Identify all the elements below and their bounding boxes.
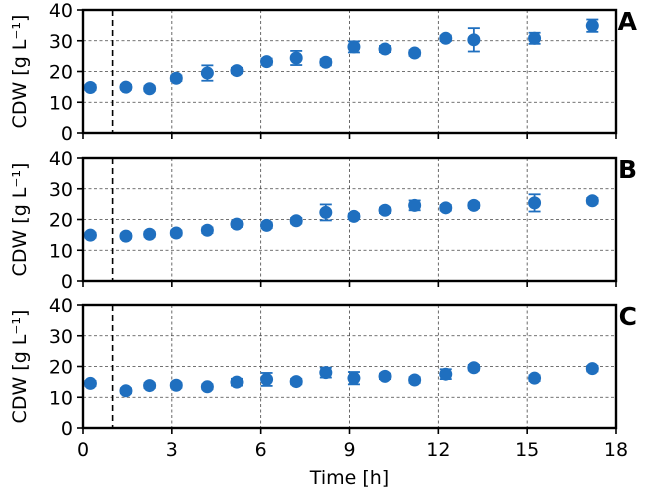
data-point [439, 31, 453, 45]
y-axis-title: CDW [g L⁻¹] [9, 15, 31, 129]
data-point [347, 40, 361, 54]
x-tick-label: 18 [604, 439, 628, 461]
data-point [169, 226, 183, 240]
y-tick-label: 0 [61, 418, 73, 440]
data-point [260, 55, 274, 69]
data-point [289, 375, 303, 389]
data-point [119, 229, 133, 243]
data-point [378, 203, 392, 217]
x-tick-label: 6 [255, 439, 267, 461]
data-point [143, 227, 157, 241]
data-point [439, 201, 453, 215]
data-point [347, 371, 361, 385]
panel-label: C [619, 302, 637, 331]
data-point [143, 379, 157, 393]
panel-label: A [618, 7, 638, 36]
data-point [230, 217, 244, 231]
data-point [378, 42, 392, 56]
data-point [230, 375, 244, 389]
data-point [467, 33, 481, 47]
x-tick-label: 15 [515, 439, 539, 461]
y-tick-label: 0 [61, 271, 73, 293]
data-point [169, 378, 183, 392]
y-tick-label: 40 [49, 295, 73, 317]
y-tick-label: 10 [49, 387, 73, 409]
panel-label: B [618, 155, 637, 184]
data-point [83, 80, 97, 94]
y-tick-label: 10 [49, 240, 73, 262]
data-point [408, 373, 422, 387]
y-tick-label: 20 [49, 210, 73, 232]
data-point [319, 366, 333, 380]
data-point [119, 384, 133, 398]
data-point [408, 46, 422, 60]
y-axis-title: CDW [g L⁻¹] [9, 310, 31, 424]
data-point [319, 205, 333, 219]
data-point [119, 80, 133, 94]
data-point [289, 51, 303, 65]
data-point [83, 228, 97, 242]
data-point [528, 196, 542, 210]
data-point [347, 209, 361, 223]
data-point [260, 372, 274, 386]
data-point [528, 371, 542, 385]
x-tick-label: 9 [343, 439, 355, 461]
x-tick-label: 12 [426, 439, 450, 461]
data-point [378, 369, 392, 383]
y-tick-label: 20 [49, 357, 73, 379]
data-point [169, 71, 183, 85]
data-point [200, 223, 214, 237]
y-tick-label: 40 [49, 0, 73, 22]
data-point [585, 194, 599, 208]
data-point [585, 362, 599, 376]
data-point [319, 55, 333, 69]
y-tick-label: 30 [49, 179, 73, 201]
data-point [467, 198, 481, 212]
y-tick-label: 20 [49, 62, 73, 84]
y-axis-title: CDW [g L⁻¹] [9, 163, 31, 277]
y-tick-label: 30 [49, 326, 73, 348]
y-tick-label: 10 [49, 92, 73, 114]
data-point [260, 218, 274, 232]
data-point [585, 19, 599, 33]
data-point [467, 361, 481, 375]
x-tick-label: 3 [166, 439, 178, 461]
data-point [143, 82, 157, 96]
y-tick-label: 30 [49, 31, 73, 53]
data-point [200, 66, 214, 80]
data-point [83, 376, 97, 390]
data-point [200, 380, 214, 394]
y-tick-label: 40 [49, 148, 73, 170]
data-point [528, 31, 542, 45]
y-tick-label: 0 [61, 123, 73, 145]
x-axis-title: Time [h] [309, 467, 389, 489]
data-point [439, 367, 453, 381]
data-point [408, 198, 422, 212]
data-point [289, 214, 303, 228]
data-point [230, 64, 244, 78]
x-tick-label: 0 [77, 439, 89, 461]
